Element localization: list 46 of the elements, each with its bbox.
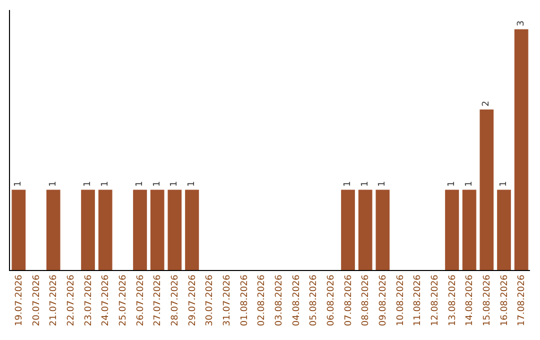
x-tick-label: 28.07.2026 [170,274,181,326]
x-tick-label: 26.07.2026 [136,274,146,326]
data-label: 3 [516,20,526,26]
data-label: 1 [170,181,180,187]
data-label: 1 [447,181,457,187]
x-tick-label: 13.08.2026 [448,274,458,326]
x-tick-label: 04.08.2026 [292,274,302,326]
data-label: 1 [360,181,370,187]
x-tick-label: 01.08.2026 [240,274,250,326]
x-tick-label: 09.08.2026 [378,274,389,326]
data-label: 1 [83,181,93,187]
x-tick-label: 27.07.2026 [153,274,164,326]
x-tick-label: 03.08.2026 [274,274,285,326]
data-label: 1 [14,181,24,187]
x-tick-label: 06.08.2026 [326,274,337,326]
x-tick-label: 25.07.2026 [118,274,129,326]
data-label: 1 [48,181,58,187]
x-tick-label: 20.07.2026 [32,274,42,326]
data-label: 1 [343,181,353,187]
x-tick-label: 07.08.2026 [344,274,354,326]
x-tick-label: 15.08.2026 [482,274,493,326]
data-label: 1 [135,181,145,187]
x-tick-label: 11.08.2026 [413,274,424,326]
x-tick-label: 19.07.2026 [14,274,25,326]
x-tick-label: 14.08.2026 [465,274,476,326]
x-tick-label: 17.08.2026 [517,274,528,326]
data-label: 1 [187,181,197,187]
x-tick-label: 21.07.2026 [49,274,60,326]
x-tick-label: 08.08.2026 [361,274,372,326]
x-tick-label: 22.07.2026 [66,274,77,326]
x-tick-label: 05.08.2026 [309,274,320,326]
x-tick-label: 31.07.2026 [222,274,233,326]
data-label: 1 [464,181,474,187]
data-label: 1 [152,181,162,187]
data-label: 2 [482,100,492,107]
x-tick-label: 16.08.2026 [500,274,510,326]
x-tick-label: 24.07.2026 [101,274,112,326]
x-tick-label: 29.07.2026 [188,274,198,326]
x-tick-label: 12.08.2026 [430,274,441,326]
data-label: 1 [499,181,509,187]
x-tick-label: 23.07.2026 [84,274,94,326]
data-label: 1 [100,181,110,187]
x-tick-label: 02.08.2026 [257,274,268,326]
x-tick-label: 10.08.2026 [396,274,406,326]
x-tick-label: 30.07.2026 [205,274,216,326]
data-label: 1 [378,181,388,187]
